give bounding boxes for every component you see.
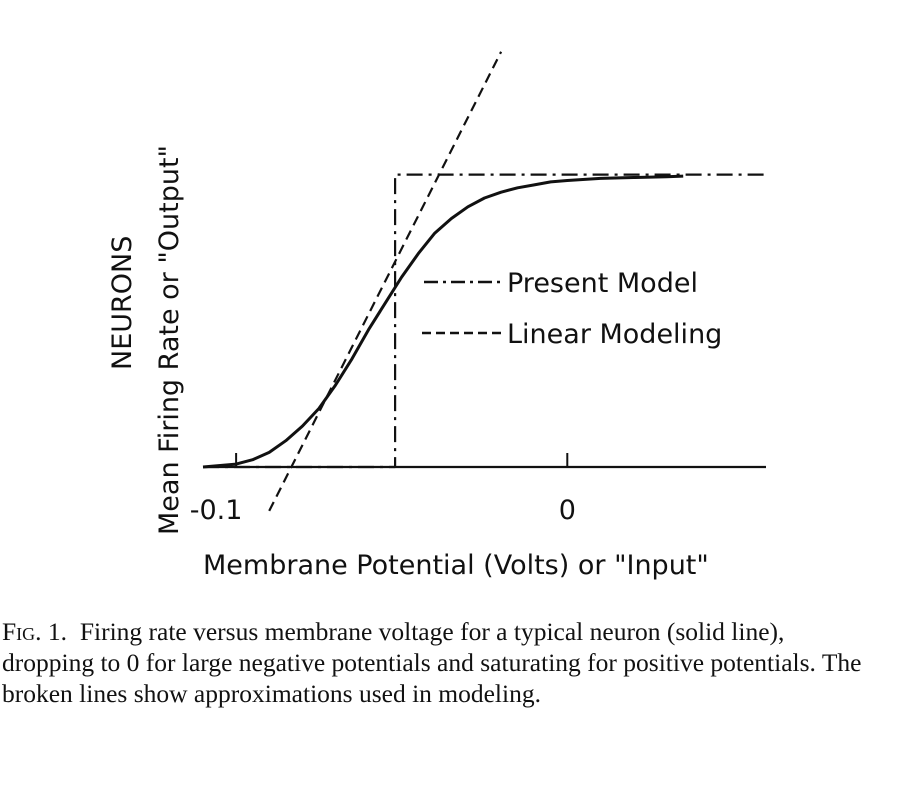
x-axis-ticks: -0.1 0 (190, 453, 576, 526)
series-present-model (203, 173, 766, 469)
figure-caption: Fig. 1. Firing rate versus membrane volt… (2, 616, 882, 709)
legend-present-model-label: Present Model (507, 268, 698, 299)
legend-linear-modeling-label: Linear Modeling (507, 319, 722, 350)
x-tick-label-0: -0.1 (190, 495, 243, 526)
y-axis-label-line1: NEURONS (107, 236, 138, 370)
legend: Present Model Linear Modeling (422, 268, 722, 350)
y-axis-label-line2: Mean Firing Rate or "Output" (154, 145, 185, 535)
x-tick-label-1: 0 (559, 495, 576, 526)
series-neuron-firing-rate (202, 174, 684, 469)
caption-label: Fig. 1. (2, 617, 68, 646)
x-axis-label: Membrane Potential (Volts) or "Input" (203, 550, 709, 581)
series-layer (202, 51, 766, 512)
caption-text: Firing rate versus membrane voltage for … (2, 617, 862, 708)
series-linear-modeling (268, 51, 503, 512)
